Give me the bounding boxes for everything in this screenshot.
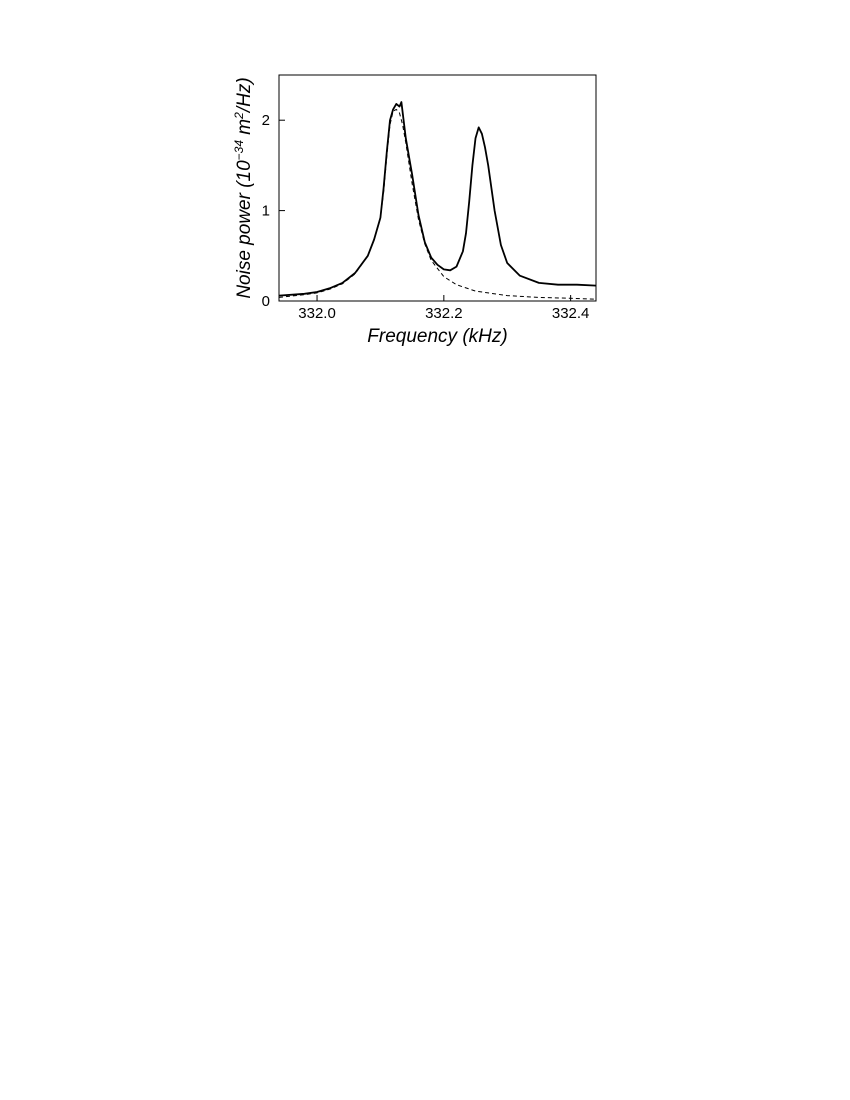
x-tick-label: 332.4 xyxy=(552,305,590,322)
y-axis-label-prefix: Noise power (10 xyxy=(234,160,255,299)
series-layer xyxy=(278,101,597,300)
x-tick-label: 332.0 xyxy=(298,305,336,322)
y-axis-label-exponent: −34 xyxy=(232,140,246,161)
x-axis-ticks: 332.0 332.2 332.4 xyxy=(298,295,589,322)
x-axis-label: Frequency (kHz) xyxy=(367,326,507,347)
fit-curve-dashed xyxy=(278,108,597,300)
y-tick-label: 0 xyxy=(262,293,270,310)
y-axis-label-suffix: /Hz) xyxy=(234,77,255,114)
x-tick-label: 332.2 xyxy=(425,305,463,322)
plot-frame xyxy=(278,74,597,302)
measured-noise-curve xyxy=(278,101,597,297)
y-axis-label: Noise power (10−34 m2/Hz) xyxy=(232,77,255,298)
y-axis-label-unit: m xyxy=(234,119,255,140)
y-axis-ticks: 0 1 2 xyxy=(262,112,285,310)
y-tick-label: 2 xyxy=(262,112,270,129)
y-tick-label: 1 xyxy=(262,203,270,220)
y-axis-label-unit-exponent: 2 xyxy=(232,112,246,120)
